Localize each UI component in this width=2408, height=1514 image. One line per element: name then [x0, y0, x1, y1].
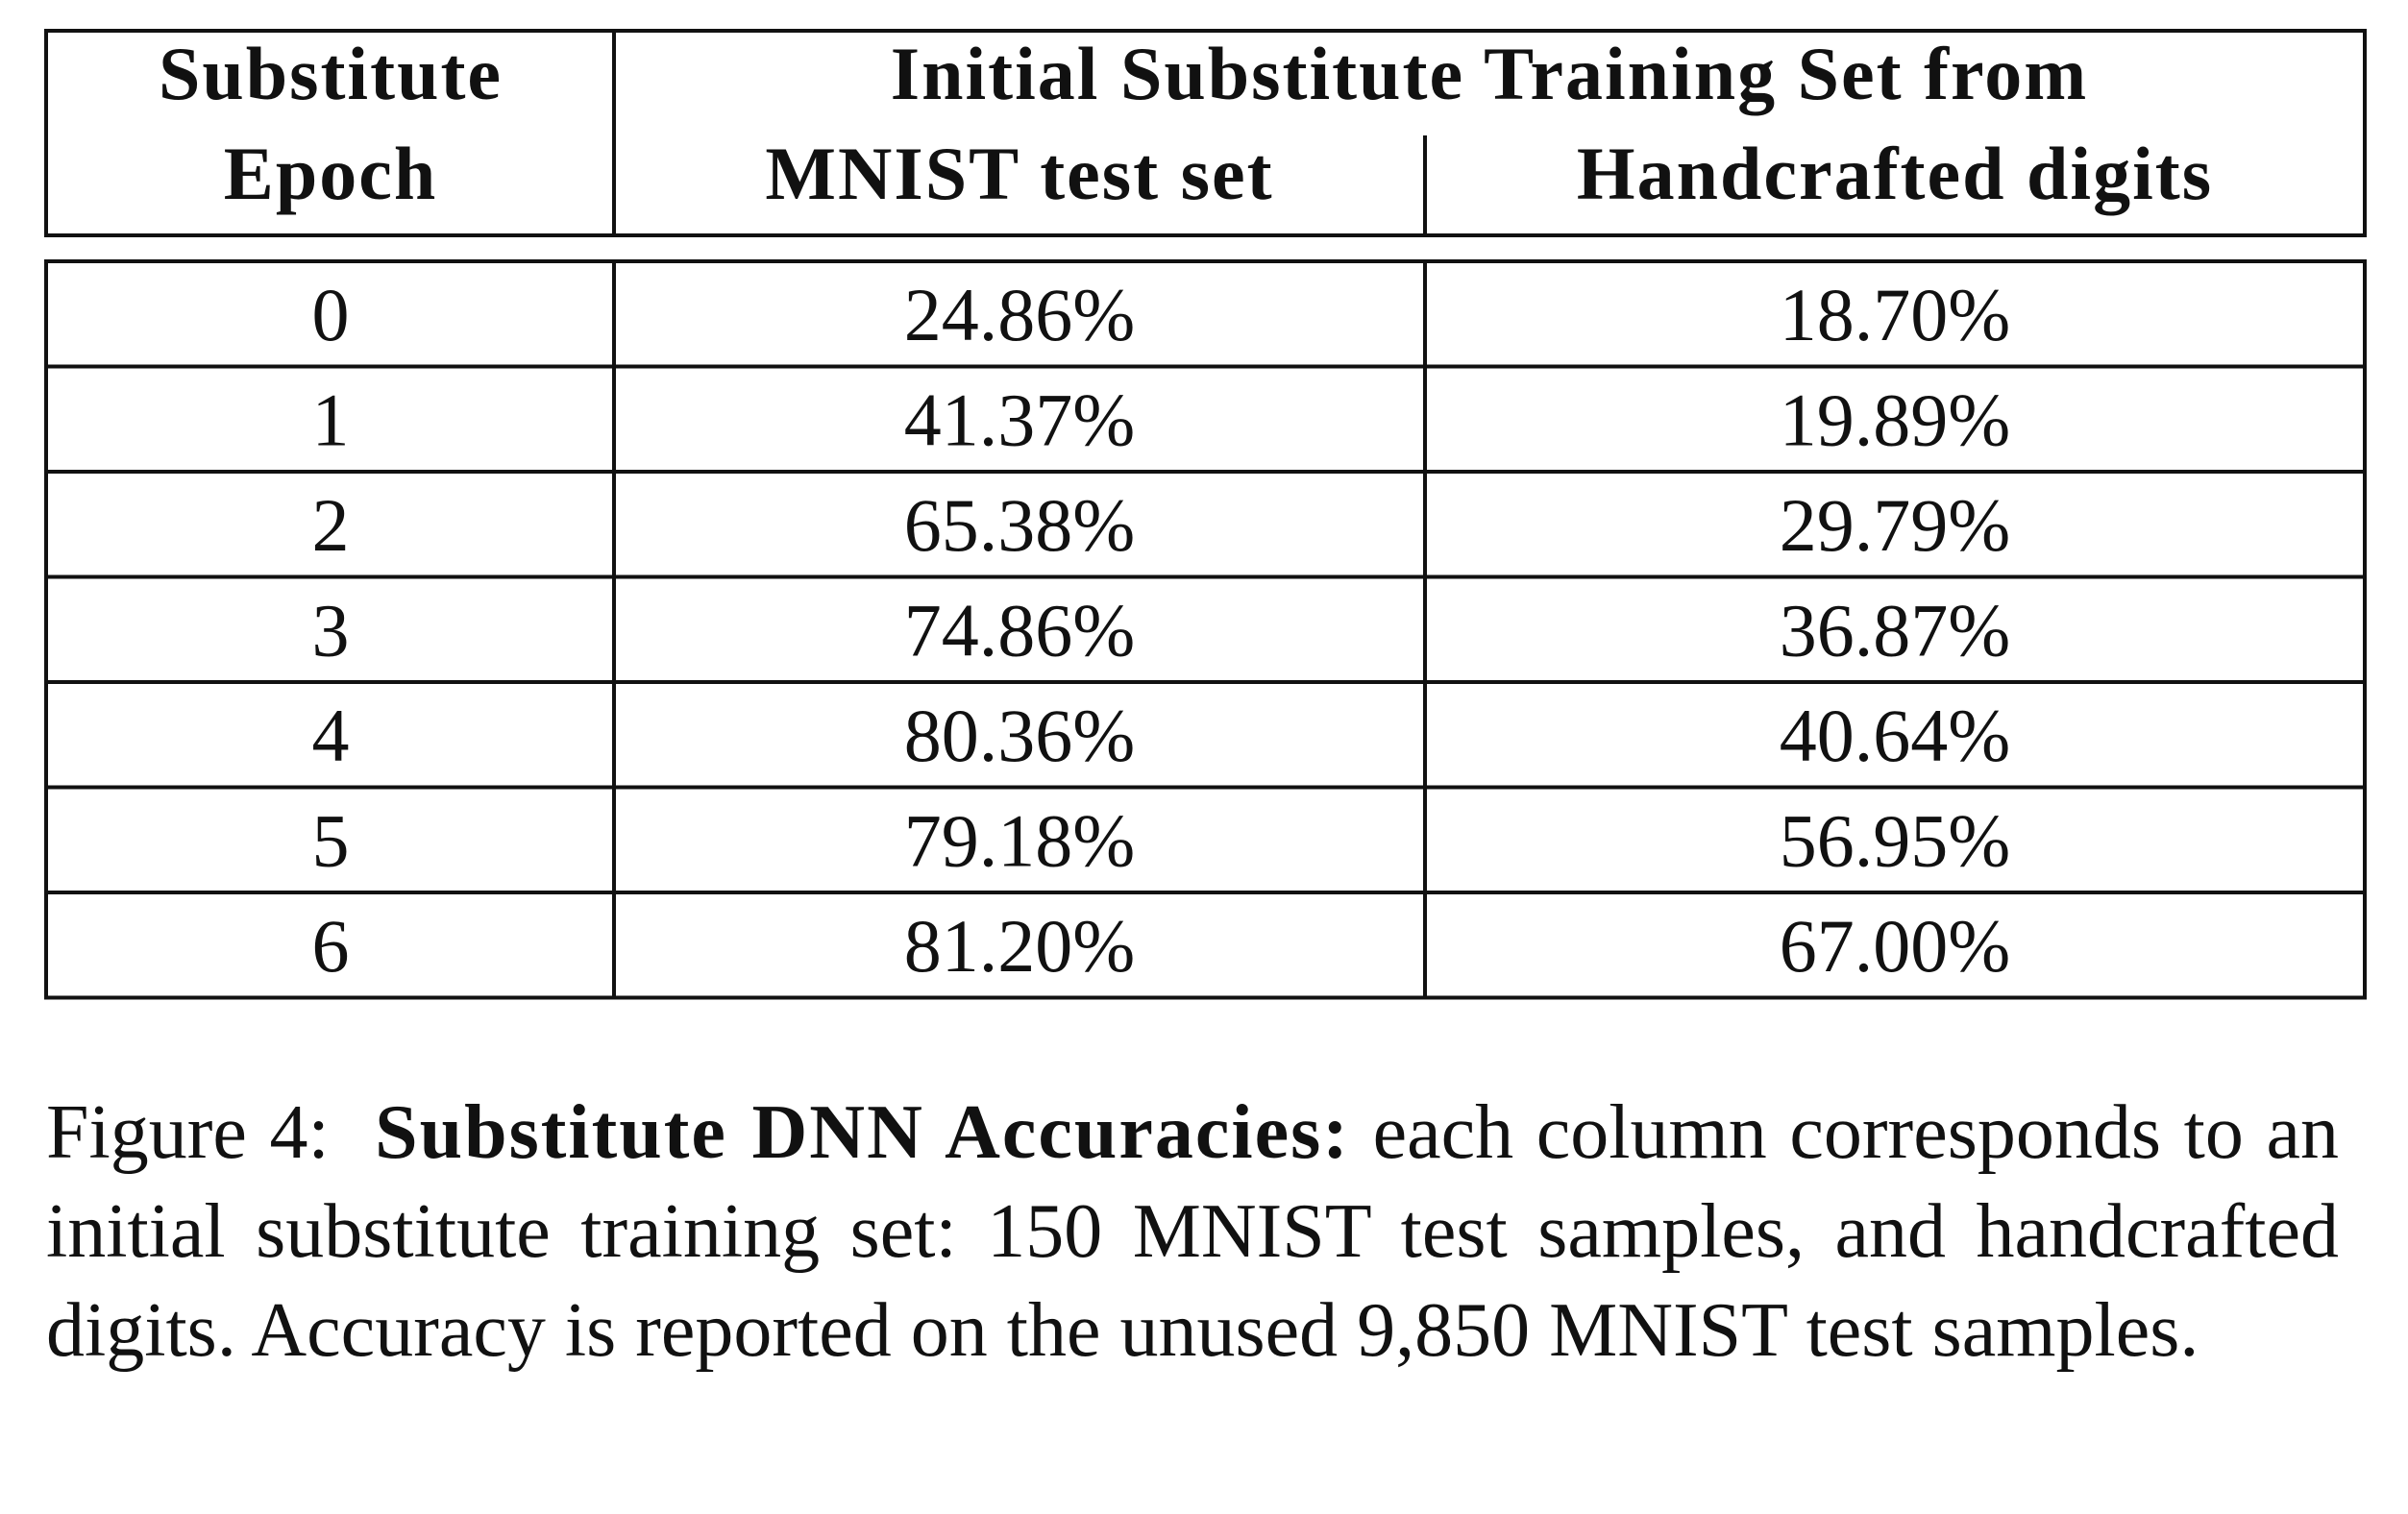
caption-text: each column corresponds to an initial su… [46, 1090, 2340, 1373]
cell: 2 [312, 483, 350, 567]
caption-title: Substitute DNN Accuracies: [375, 1090, 1350, 1175]
header-column: MNIST test set [765, 132, 1273, 215]
cell: 3 [312, 588, 350, 672]
table: Substitute Epoch Initial Substitute Trai… [44, 29, 2367, 1000]
cell: 29.79% [1780, 483, 2010, 567]
cell: 67.00% [1780, 904, 2010, 988]
cell: 56.95% [1780, 798, 2010, 882]
body-border [44, 259, 2367, 1000]
cell: 36.87% [1780, 588, 2010, 672]
cell: 19.89% [1780, 378, 2010, 461]
caption-label: Figure 4: [46, 1090, 330, 1175]
header-epoch: Epoch [224, 132, 437, 215]
cell: 1 [312, 378, 350, 461]
cell: 80.36% [904, 694, 1135, 777]
caption: Figure 4: Substitute DNN Accuracies: eac… [46, 1084, 2339, 1380]
cell: 79.18% [904, 798, 1135, 882]
cell: 24.86% [904, 273, 1135, 356]
cell: 18.70% [1780, 273, 2010, 356]
cell: 6 [312, 904, 350, 988]
header-border [44, 29, 2367, 237]
cell: 40.64% [1780, 694, 2010, 777]
cell: 81.20% [904, 904, 1135, 988]
header-epoch: Substitute [159, 32, 503, 115]
cell: 74.86% [904, 588, 1135, 672]
cell: 41.37% [904, 378, 1135, 461]
cell: 5 [312, 798, 350, 882]
table-body: 0 24.86% 18.70% 1 41.37% 19.89% 2 65.38% 29.79% 3… [44, 259, 2367, 1000]
header-column: Handcrafted digits [1577, 132, 2213, 215]
cell: 65.38% [904, 483, 1135, 567]
cell: 4 [312, 694, 350, 777]
cell: 0 [312, 273, 350, 356]
header-group: Initial Substitute Training Set from [891, 32, 2089, 115]
